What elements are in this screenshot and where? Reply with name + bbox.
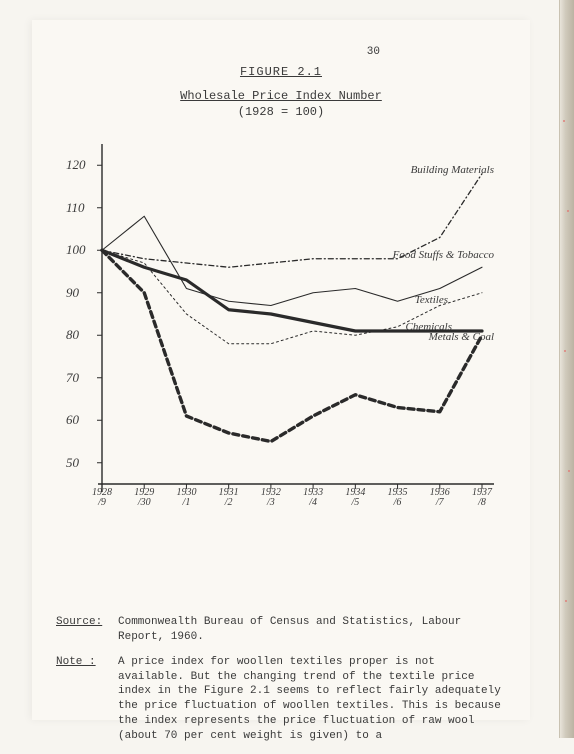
y-tick-label: 100 — [66, 242, 86, 258]
y-tick-label: 70 — [66, 370, 79, 386]
y-tick-label: 110 — [66, 200, 85, 216]
x-tick-label: 1937/8 — [464, 488, 500, 522]
y-tick-label: 80 — [66, 327, 79, 343]
x-tick-label: 1936/7 — [422, 488, 458, 522]
series-chemicals — [102, 250, 482, 331]
figure-label: FIGURE 2.1 — [32, 65, 530, 79]
y-tick-label: 50 — [66, 455, 79, 471]
page-spine — [559, 0, 574, 738]
figure-header: FIGURE 2.1 Wholesale Price Index Number … — [32, 65, 530, 119]
figure-baseline: (1928 = 100) — [32, 105, 530, 119]
source-row: Source: Commonwealth Bureau of Census an… — [56, 615, 506, 645]
scanned-page: 30 FIGURE 2.1 Wholesale Price Index Numb… — [32, 20, 530, 720]
figure-footer: Source: Commonwealth Bureau of Census an… — [56, 615, 506, 754]
note-key: Note : — [56, 655, 118, 744]
chart-area: 50607080901001101201928/91929/301930/119… — [68, 144, 498, 514]
x-tick-label: 1929/30 — [126, 488, 162, 522]
y-tick-label: 90 — [66, 285, 79, 301]
source-key: Source: — [56, 615, 118, 645]
figure-title: Wholesale Price Index Number — [32, 89, 530, 103]
x-tick-label: 1933/4 — [295, 488, 331, 522]
x-tick-label: 1935/6 — [380, 488, 416, 522]
series-metals-coal — [102, 250, 482, 441]
series-label: Textiles — [415, 294, 448, 306]
x-tick-label: 1930/1 — [168, 488, 204, 522]
x-tick-label: 1928/9 — [84, 488, 120, 522]
series-label: Food Stuffs & Tobacco — [393, 249, 494, 261]
series-label: Metals & Coal — [429, 331, 494, 343]
page-number: 30 — [367, 46, 380, 58]
x-tick-label: 1934/5 — [337, 488, 373, 522]
series-label: Building Materials — [411, 164, 494, 176]
y-tick-label: 60 — [66, 412, 79, 428]
source-text: Commonwealth Bureau of Census and Statis… — [118, 615, 506, 645]
note-row: Note : A price index for woollen textile… — [56, 655, 506, 744]
note-text: A price index for woollen textiles prope… — [118, 655, 506, 744]
x-tick-label: 1932/3 — [253, 488, 289, 522]
x-tick-label: 1931/2 — [211, 488, 247, 522]
y-tick-label: 120 — [66, 157, 86, 173]
